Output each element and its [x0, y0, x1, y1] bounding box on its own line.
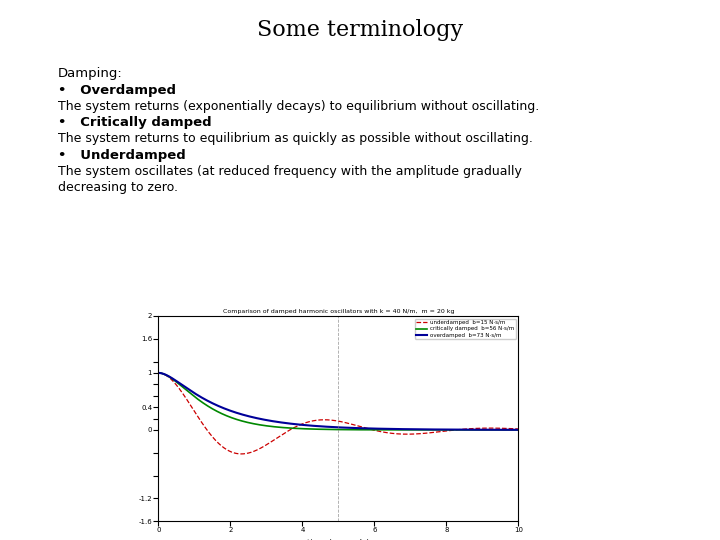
Text: •   Critically damped: • Critically damped — [58, 116, 211, 129]
overdamped  b=73 N·s/m — [307, 422, 316, 429]
critically damped  b=56 N·s/m — [154, 370, 163, 376]
underdamped  b=15 N·s/m — [514, 426, 523, 432]
Text: The system oscillates (at reduced frequency with the amplitude gradually: The system oscillates (at reduced freque… — [58, 165, 521, 178]
Line: underdamped  b=15 N·s/m: underdamped b=15 N·s/m — [158, 373, 518, 454]
critically damped  b=56 N·s/m — [307, 426, 316, 433]
underdamped  b=15 N·s/m — [308, 418, 317, 424]
underdamped  b=15 N·s/m — [292, 423, 301, 430]
Legend: underdamped  b=15 N·s/m, critically damped  b=56 N·s/m, overdamped  b=73 N·s/m: underdamped b=15 N·s/m, critically dampe… — [415, 319, 516, 339]
overdamped  b=73 N·s/m — [154, 370, 163, 376]
critically damped  b=56 N·s/m — [468, 427, 477, 433]
underdamped  b=15 N·s/m — [154, 370, 163, 376]
Text: Some terminology: Some terminology — [257, 19, 463, 41]
X-axis label: time (seconds): time (seconds) — [307, 539, 369, 540]
overdamped  b=73 N·s/m — [195, 393, 204, 400]
Line: overdamped  b=73 N·s/m: overdamped b=73 N·s/m — [158, 373, 518, 430]
overdamped  b=73 N·s/m — [217, 404, 225, 410]
underdamped  b=15 N·s/m — [507, 426, 516, 432]
underdamped  b=15 N·s/m — [468, 426, 477, 432]
overdamped  b=73 N·s/m — [507, 427, 516, 433]
critically damped  b=56 N·s/m — [217, 410, 225, 416]
critically damped  b=56 N·s/m — [507, 427, 516, 433]
underdamped  b=15 N·s/m — [217, 442, 225, 449]
Text: •   Overdamped: • Overdamped — [58, 84, 176, 97]
critically damped  b=56 N·s/m — [195, 397, 204, 403]
underdamped  b=15 N·s/m — [195, 416, 204, 422]
Text: decreasing to zero.: decreasing to zero. — [58, 181, 178, 194]
Text: Damping:: Damping: — [58, 68, 122, 80]
Text: The system returns to equilibrium as quickly as possible without oscillating.: The system returns to equilibrium as qui… — [58, 132, 533, 145]
Text: •   Underdamped: • Underdamped — [58, 148, 185, 161]
Title: Comparison of damped harmonic oscillators with k = 40 N/m,  m = 20 kg: Comparison of damped harmonic oscillator… — [222, 309, 454, 314]
overdamped  b=73 N·s/m — [292, 421, 301, 428]
critically damped  b=56 N·s/m — [514, 427, 523, 433]
overdamped  b=73 N·s/m — [514, 427, 523, 433]
critically damped  b=56 N·s/m — [292, 425, 301, 431]
underdamped  b=15 N·s/m — [237, 451, 246, 457]
Text: The system returns (exponentially decays) to equilibrium without oscillating.: The system returns (exponentially decays… — [58, 100, 539, 113]
overdamped  b=73 N·s/m — [468, 427, 477, 433]
Line: critically damped  b=56 N·s/m: critically damped b=56 N·s/m — [158, 373, 518, 430]
